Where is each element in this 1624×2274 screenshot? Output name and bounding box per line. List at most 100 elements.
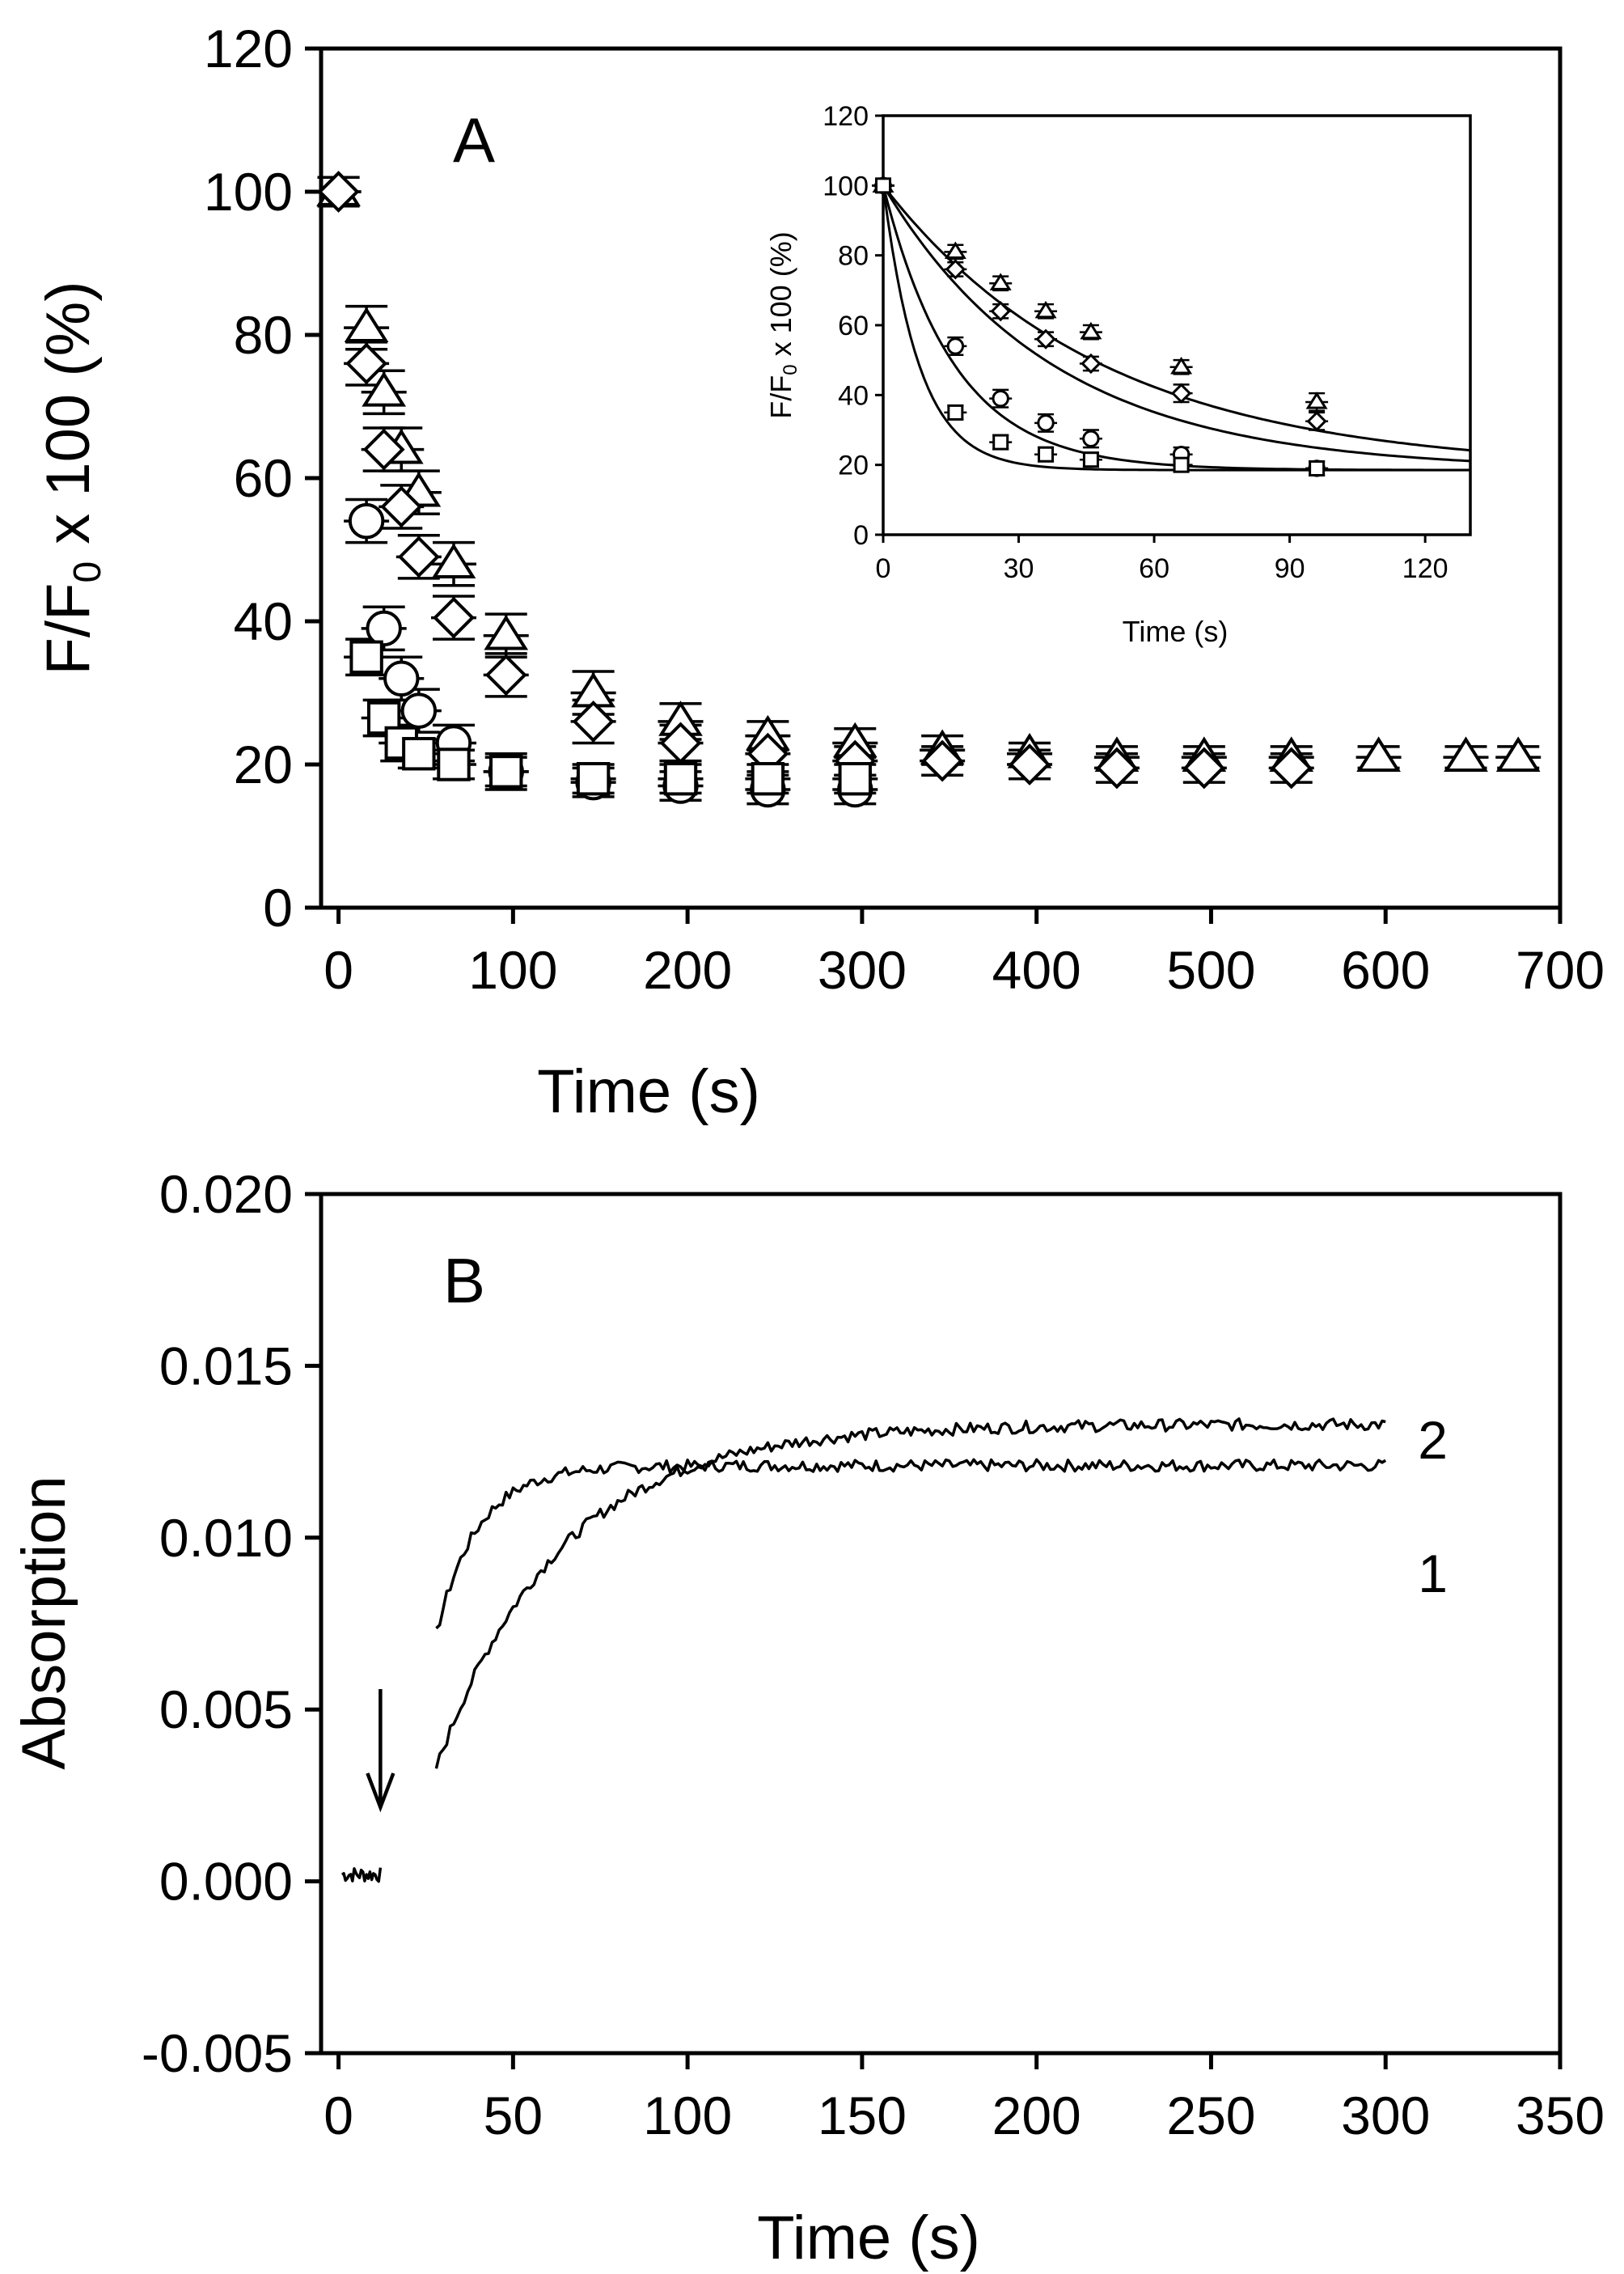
inset-y-axis-title: F/F0 x 100 (%) [764,231,801,418]
panel-a-point-triangle [1495,736,1541,772]
inset-point-diamond [945,259,966,280]
inset-y-title-main: F/F [764,375,797,419]
inset-point-square [1038,446,1055,463]
inset-fit-curve-triangle [882,184,1471,452]
panel-a-point-diamond [921,739,964,782]
panel-a-x-tick-label: 600 [1341,940,1430,1000]
panel-a-point-diamond [1096,747,1138,790]
inset-point-triangle [989,273,1012,290]
panel-a-point-diamond [659,722,702,764]
panel-a-x-tick-label: 200 [643,940,732,1000]
panel-b-curve-label-2: 2 [1418,1410,1448,1470]
panel-b-curve-label-1: 1 [1418,1544,1448,1603]
panel-a-point-square [437,747,471,781]
inset-point-triangle [1305,392,1328,409]
inset-y-title-rest: x 100 (%) [764,231,797,364]
panel-b-y-tick-label: 0.020 [159,1164,293,1224]
panel-a-point-triangle [362,371,407,407]
panel-a-y-tick-label: 20 [234,735,293,794]
panel-a-point-diamond [572,700,615,743]
panel-b-trace-1 [435,1458,1387,1630]
panel-b-plot-frame [319,1192,1563,2056]
panel-a-y-title-main: F/F [34,583,103,675]
inset-point-diamond [1306,411,1327,432]
inset-x-tick-label: 60 [1139,553,1169,584]
inset-point-triangle [1034,300,1057,319]
inset-fit-curve-circle [882,184,1470,472]
panel-a-x-tick-label: 300 [818,940,907,1000]
inset-point-circle [1082,430,1100,447]
panel-b-x-tick-label: 250 [1166,2086,1255,2145]
panel-a-y-axis-title: F/F0 x 100 (%) [34,281,109,675]
inset-x-tick-label: 0 [876,553,891,584]
inset-x-axis-title: Time (s) [1123,615,1229,648]
panel-a-point-diamond [1009,743,1051,786]
panel-b-x-tick-label: 200 [992,2086,1081,2145]
panel-a-point-triangle [1444,736,1488,772]
inset-point-square [1082,451,1099,468]
panel-a-point-square [402,737,436,771]
inset-point-diamond [1035,328,1056,349]
panel-a-y-title-sub: 0 [66,561,109,583]
panel-a-y-tick-label: 80 [234,305,293,365]
panel-a-point-diamond [345,342,388,385]
inset-fit-curve-diamond [882,184,1471,463]
panel-b-y-tick-label: 0.010 [159,1508,293,1568]
panel-a-point-diamond [1270,747,1313,790]
panel-a-point-circle [348,502,385,540]
inset-x-tick-label: 30 [1004,553,1034,584]
panel-b-x-tick-label: 0 [324,2086,353,2145]
panel-b-x-tick-label: 350 [1516,2086,1605,2145]
panel-a-point-diamond [362,428,405,471]
inset-point-square [875,177,891,194]
panel-b-x-axis-title: Time (s) [757,2204,980,2272]
inset-point-diamond [1081,353,1102,375]
panel-a-point-diamond [484,654,527,697]
panel-b-y-tick-label: -0.005 [142,2023,293,2083]
panel-b-letter: B [443,1245,485,1316]
panel-a-y-tick-label: 60 [234,448,293,508]
inset-point-circle [946,337,965,355]
panel-b-y-tick-label: 0.000 [159,1852,293,1912]
panel-a-point-square [349,640,383,674]
inset-y-tick-label: 40 [838,380,869,411]
panel-a-point-triangle [431,543,476,579]
panel-a-point-square [663,762,698,796]
inset-fit-curve-square [882,185,1470,472]
inset-x-tick-label: 120 [1402,553,1448,584]
inset-x-tick-label: 90 [1275,553,1305,584]
panel-a-point-circle [366,610,402,647]
inset-y-tick-label: 80 [838,241,869,272]
panel-a-point-square [751,762,785,796]
panel-a-point-square [576,762,611,796]
panel-b-x-tick-label: 50 [484,2086,543,2145]
panel-a-point-circle [383,660,420,697]
panel-b-x-tick-label: 100 [643,2086,732,2145]
panel-a-point-diamond [317,171,360,213]
panel-a-y-tick-label: 0 [263,878,293,938]
panel-a-point-square [838,762,872,796]
panel-a-x-tick-label: 500 [1166,940,1255,1000]
panel-b-addition-arrow [366,1689,395,1813]
panel-a-point-circle [400,692,438,729]
inset-point-triangle [944,241,966,260]
inset-y-tick-label: 100 [823,171,869,201]
inset-point-triangle [1170,356,1193,375]
inset-y-tick-label: 0 [853,520,869,551]
inset-point-circle [992,389,1009,408]
panel-a-y-tick-label: 40 [234,591,293,651]
panel-b-x-tick-label: 300 [1341,2086,1430,2145]
panel-a-point-square [489,755,523,789]
inset-point-square [992,434,1009,451]
panel-a-point-triangle [344,307,389,342]
panel-a-x-tick-label: 100 [468,940,557,1000]
panel-a-x-tick-label: 700 [1516,940,1605,1000]
panel-a-x-axis-title: Time (s) [537,1057,760,1126]
panel-a-y-tick-label: 100 [204,162,293,222]
panel-a-point-diamond [397,536,440,578]
panel-b-y-tick-label: 0.005 [159,1679,293,1739]
inset-y-tick-label: 120 [823,101,869,132]
panel-a-point-triangle [484,614,529,650]
